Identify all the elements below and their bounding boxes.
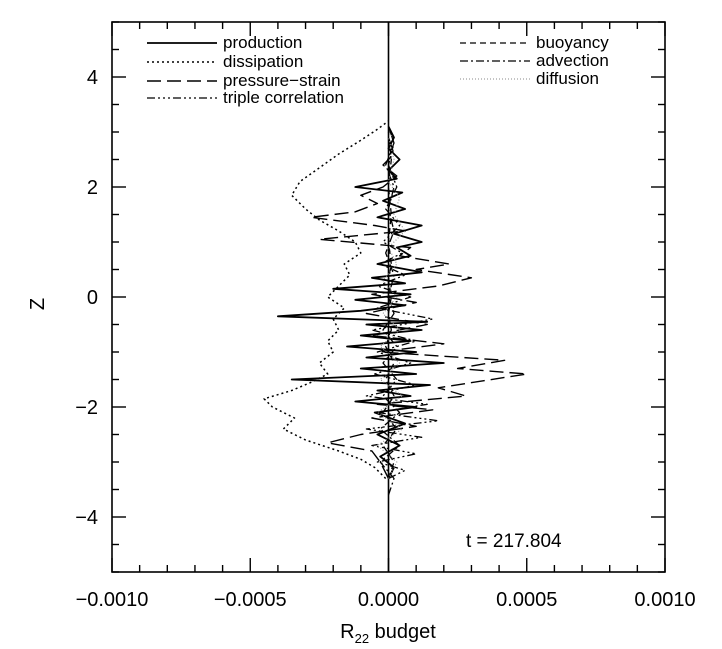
legend-label: pressure−strain [223, 71, 341, 90]
legend: productiondissipationpressure−straintrip… [147, 33, 609, 107]
legend-label: dissipation [223, 52, 303, 71]
legend-label: advection [536, 51, 609, 70]
legend-label: production [223, 33, 302, 52]
series-production [276, 126, 445, 479]
series-buoyancy [382, 131, 398, 479]
axis-tick-labels: −0.0010 −0.0005 0.0000 0.0005 0.0010 −4 −2 0 2 4 [75, 67, 695, 611]
x-tick-label: −0.0005 [214, 589, 287, 611]
y-tick-label: −4 [75, 507, 98, 529]
x-axis-title-rest: budget [369, 621, 436, 643]
series-triple-correlation [365, 126, 439, 480]
y-tick-label: 2 [87, 177, 98, 199]
time-annotation: t = 217.804 [466, 531, 562, 552]
legend-label: diffusion [536, 69, 599, 88]
x-axis-title-subscript: 22 [355, 631, 369, 646]
legend-label: triple correlation [223, 88, 344, 107]
y-tick-label: 0 [87, 287, 98, 309]
series-advection [379, 126, 401, 496]
y-tick-label: 4 [87, 67, 98, 89]
y-axis-title: Z [27, 298, 49, 310]
y-tick-label: −2 [75, 397, 98, 419]
series-pressure-strain [310, 137, 528, 479]
x-tick-label: 0.0005 [496, 589, 557, 611]
series-dissipation [263, 120, 389, 480]
x-tick-label: 0.0000 [358, 589, 419, 611]
x-tick-label: 0.0010 [634, 589, 695, 611]
x-axis-title: R22 budget [340, 621, 436, 646]
legend-label: buoyancy [536, 33, 609, 52]
series-layer [263, 22, 528, 572]
x-tick-label: −0.0010 [76, 589, 149, 611]
x-axis-title-main: R [340, 621, 354, 643]
